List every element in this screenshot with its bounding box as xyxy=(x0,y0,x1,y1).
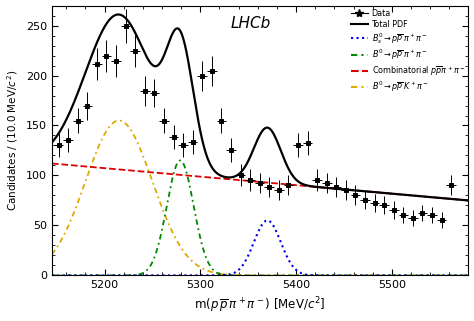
Text: LHCb: LHCb xyxy=(231,16,271,31)
Y-axis label: Candidates / (10.0 MeV/$c^2$): Candidates / (10.0 MeV/$c^2$) xyxy=(6,70,20,211)
X-axis label: $\mathrm{m}(p\,\overline{p}\,\pi^+\pi^-)$ [MeV/$c^2$]: $\mathrm{m}(p\,\overline{p}\,\pi^+\pi^-)… xyxy=(194,296,326,316)
Legend: Data, Total PDF, $B_s^0 \to p\overline{p}\,\pi^+\pi^-$, $B^0 \to p\overline{p}\,: Data, Total PDF, $B_s^0 \to p\overline{p… xyxy=(349,7,467,96)
